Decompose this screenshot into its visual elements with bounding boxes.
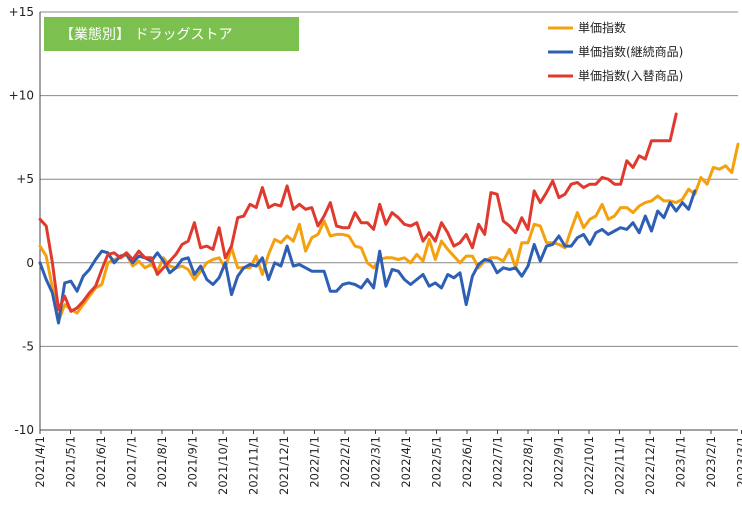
x-tick-label: 2023/2/1 [704,436,718,488]
x-tick-label: 2022/5/1 [430,436,444,488]
y-tick-label: -5 [22,339,34,353]
y-tick-labels: -10 -5 0 +5 +10 +15 [9,5,34,437]
x-tick-label: 2021/6/1 [94,436,108,488]
legend-label: 単価指数(継続商品) [578,44,683,59]
series-lines [38,112,740,325]
x-tick-label: 2022/7/1 [491,436,505,488]
x-tick-label: 2022/2/1 [338,436,352,488]
y-tick-label: +5 [16,172,34,186]
chart-title-box: 【業態別】 ドラッグストア [44,17,299,51]
legend-label: 単価指数(入替商品) [578,68,683,83]
y-tick-label: 0 [26,256,34,270]
x-tick-label: 2022/6/1 [460,436,474,488]
grid-lines [40,11,738,347]
y-tick-label: -10 [14,423,34,437]
series-line-1 [38,142,740,323]
x-tick-label: 2021/5/1 [64,436,78,488]
chart-title: 【業態別】 ドラッグストア [60,27,232,43]
x-tick-label: 2021/10/1 [216,436,230,495]
x-tick-label: 2022/10/1 [582,436,596,495]
x-tick-label: 2021/8/1 [155,436,169,488]
x-tick-label: 2021/12/1 [277,436,291,495]
x-tick-label: 2022/3/1 [369,436,383,488]
x-tick-label: 2021/4/1 [33,436,47,488]
x-tick-label: 2023/1/1 [674,436,688,488]
y-tick-label: +10 [9,89,34,103]
title-box-background [44,17,299,51]
x-tick-labels: 2021/4/1 2021/5/1 2021/6/1 2021/7/1 2021/8/1… [33,436,742,495]
x-tick-label: 2022/4/1 [399,436,413,488]
x-tick-label: 2022/11/1 [613,436,627,495]
series-line-2 [38,189,697,325]
x-tick-label: 2021/7/1 [125,436,139,488]
x-tick-label: 2021/11/1 [247,436,261,495]
y-tick-label: +15 [9,5,34,19]
x-tick-label: 2022/1/1 [308,436,322,488]
x-tick-label: 2022/12/1 [643,436,657,495]
x-tick-label: 2022/8/1 [521,436,535,488]
x-tick-label: 2023/3/1 [735,436,742,488]
series-line-3 [38,112,678,313]
legend-label: 単価指数 [578,20,626,35]
x-tick-label: 2022/9/1 [552,436,566,488]
x-tick-label: 2021/9/1 [186,436,200,488]
